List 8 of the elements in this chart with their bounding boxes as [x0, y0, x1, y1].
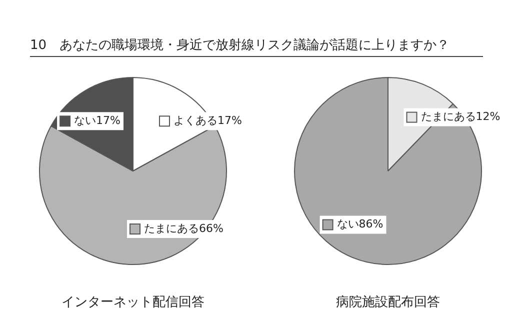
legend-label: たまにある12% — [420, 110, 500, 124]
legend-label: よくある17% — [174, 114, 242, 127]
legend-label: ない17% — [74, 114, 120, 127]
text: 病院施設配布回答 — [336, 294, 440, 311]
legend-label: ない86% — [336, 218, 384, 231]
legend-label: たまにある66% — [144, 222, 224, 235]
text: インターネット配信回答 — [62, 294, 204, 311]
chart-title: 10 あなたの職場環境・身近で放射線リスク議論が話題に上りますか？ — [30, 36, 483, 57]
